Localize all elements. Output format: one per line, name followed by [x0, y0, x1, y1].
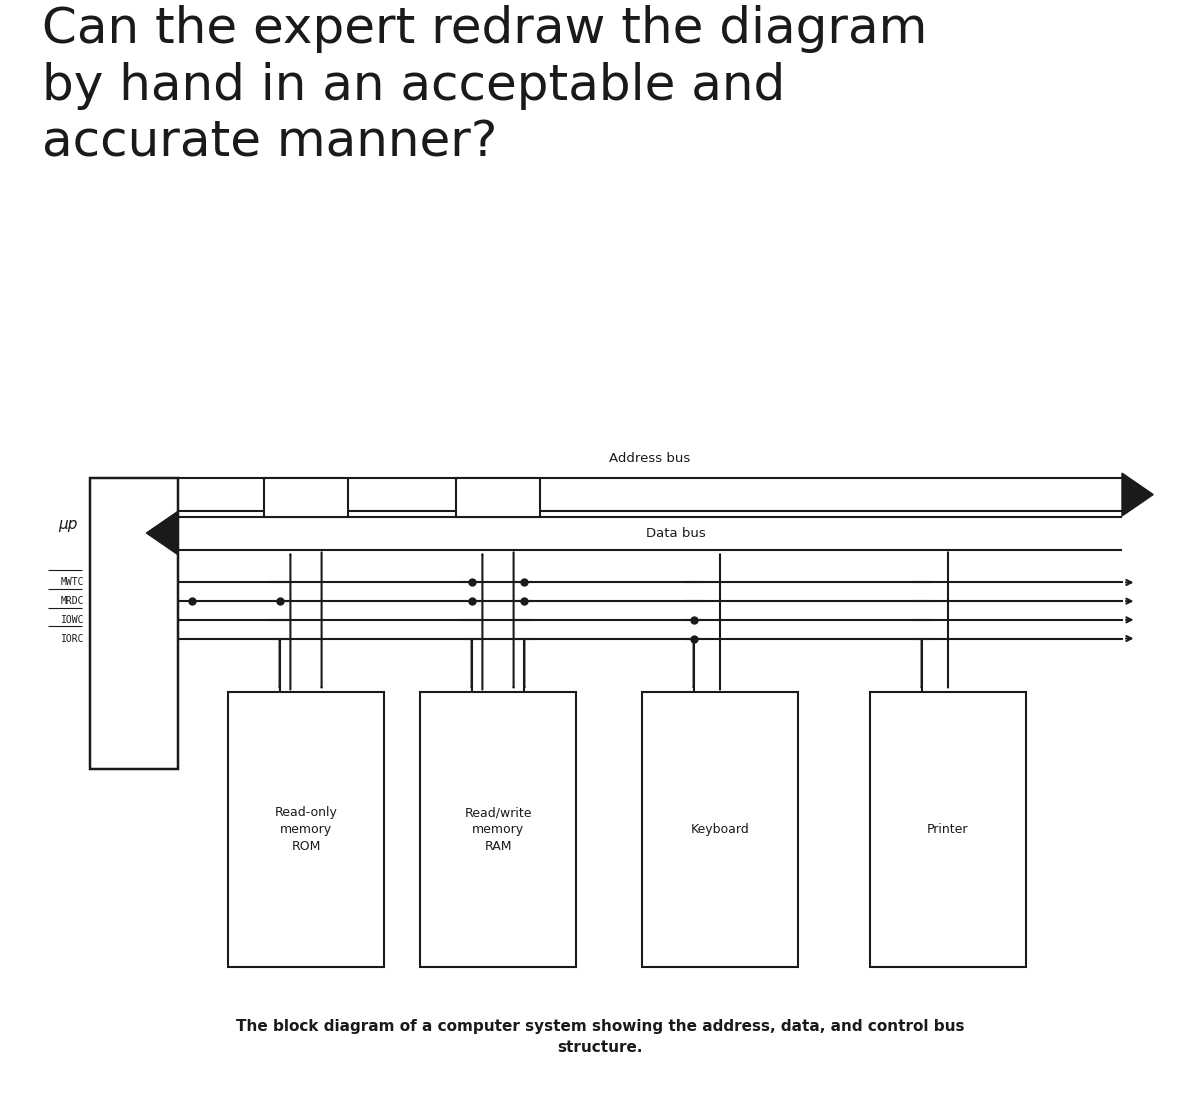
Bar — [642, 692, 798, 967]
Text: Keyboard: Keyboard — [691, 823, 749, 836]
Text: Read-only
memory
ROM: Read-only memory ROM — [275, 807, 337, 853]
Text: Printer: Printer — [928, 823, 968, 836]
Bar — [228, 692, 384, 967]
Bar — [90, 478, 178, 769]
Text: MRDC: MRDC — [60, 596, 84, 607]
Bar — [456, 478, 540, 517]
Bar — [264, 478, 348, 517]
Bar — [870, 692, 1026, 967]
Text: Read/write
memory
RAM: Read/write memory RAM — [464, 807, 532, 853]
Bar — [420, 692, 576, 967]
Text: Address bus: Address bus — [610, 452, 690, 465]
Text: IORC: IORC — [60, 633, 84, 644]
Text: Data bus: Data bus — [646, 526, 706, 540]
Text: μp: μp — [59, 517, 78, 532]
Polygon shape — [146, 512, 178, 554]
Text: IOWC: IOWC — [60, 614, 84, 625]
Text: Can the expert redraw the diagram
by hand in an acceptable and
accurate manner?: Can the expert redraw the diagram by han… — [42, 5, 928, 166]
Polygon shape — [1122, 473, 1153, 515]
Text: The block diagram of a computer system showing the address, data, and control bu: The block diagram of a computer system s… — [235, 1019, 965, 1055]
Text: MWTC: MWTC — [60, 577, 84, 588]
